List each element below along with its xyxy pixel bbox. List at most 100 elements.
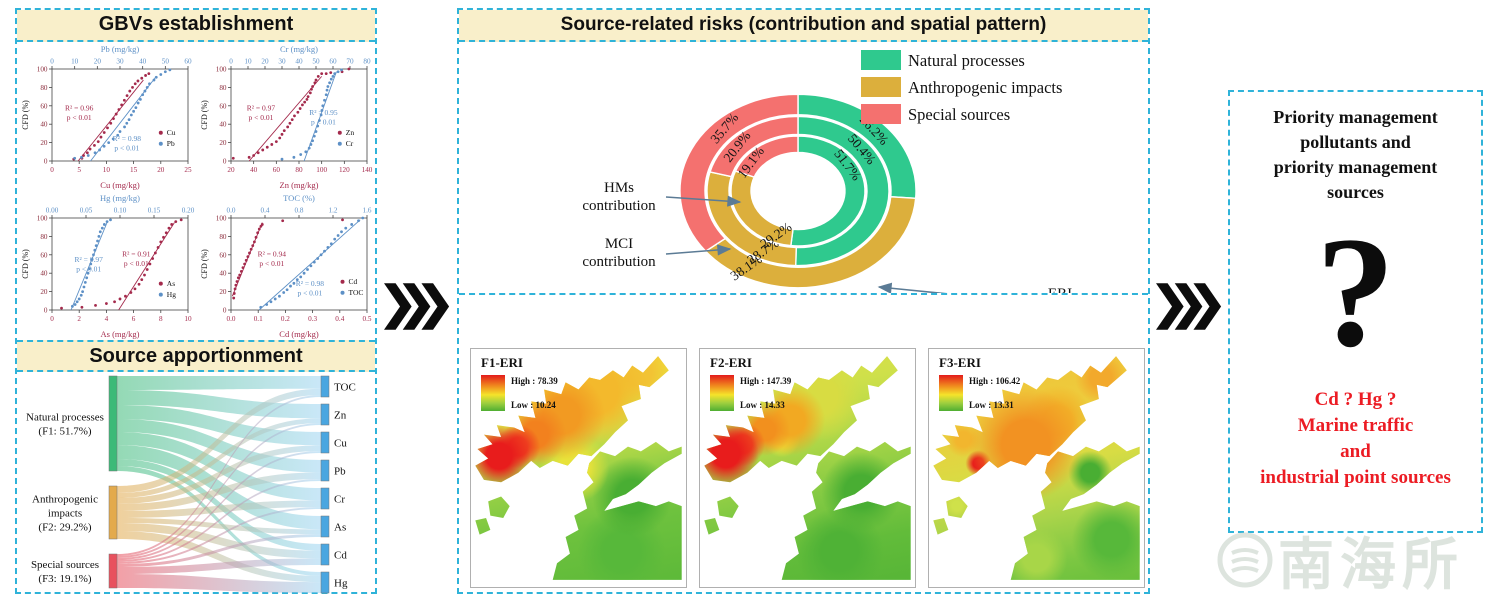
priority-answer-line: industrial point sources [1260, 467, 1451, 488]
panel-gbv-establishment: GBVs establishment 0 20 40 60 80 100 CFD (%) 0 5… [15, 8, 377, 594]
svg-text:100: 100 [36, 65, 47, 73]
svg-text:30: 30 [116, 57, 124, 65]
svg-text:0.20: 0.20 [181, 206, 194, 214]
svg-text:R² = 0.98: R² = 0.98 [112, 133, 141, 142]
svg-text:0: 0 [50, 315, 54, 323]
svg-text:Hg: Hg [334, 578, 348, 590]
svg-text:1.2: 1.2 [328, 206, 337, 214]
svg-text:10: 10 [244, 57, 252, 65]
svg-text:CFD (%): CFD (%) [200, 99, 209, 129]
svg-text:20: 20 [261, 57, 269, 65]
cfd-chart-cu-pb: 0 20 40 60 80 100 CFD (%) 0 5 10 15 20 25 Cu (mg/kg) 0… [21, 44, 192, 190]
svg-text:0: 0 [50, 57, 54, 65]
svg-text:Hg: Hg [166, 290, 175, 299]
svg-text:0: 0 [229, 57, 233, 65]
svg-text:0: 0 [50, 166, 54, 174]
color-ramp [710, 375, 734, 411]
svg-text:20: 20 [219, 139, 227, 147]
svg-text:2: 2 [77, 315, 81, 323]
svg-text:p < 0.01: p < 0.01 [123, 259, 148, 268]
svg-text:R² = 0.91: R² = 0.91 [122, 249, 151, 258]
svg-text:60: 60 [219, 102, 227, 110]
svg-text:80: 80 [40, 83, 48, 91]
svg-text:p < 0.01: p < 0.01 [297, 288, 322, 297]
svg-text:20: 20 [93, 57, 101, 65]
panel-header-source-risks: Source-related risks (contribution and s… [459, 10, 1148, 42]
svg-text:(F1: 51.7%): (F1: 51.7%) [38, 426, 92, 438]
svg-text:0.0: 0.0 [226, 206, 235, 214]
svg-text:Zn: Zn [345, 128, 354, 137]
svg-text:impacts: impacts [48, 508, 82, 520]
svg-text:R² = 0.95: R² = 0.95 [309, 108, 338, 117]
svg-text:p < 0.01: p < 0.01 [311, 117, 336, 126]
svg-text:CFD (%): CFD (%) [21, 99, 30, 129]
cfd-charts-grid: 0 20 40 60 80 100 CFD (%) 0 5 10 15 20 25 Cu (mg/kg) 0… [17, 42, 375, 340]
svg-text:0.4: 0.4 [260, 206, 269, 214]
svg-text:TOC: TOC [348, 288, 363, 297]
svg-text:70: 70 [346, 57, 354, 65]
svg-text:0: 0 [43, 157, 47, 165]
svg-text:p < 0.01: p < 0.01 [66, 112, 91, 121]
svg-text:(F2: 29.2%): (F2: 29.2%) [38, 522, 92, 534]
priority-answer-line: Cd ? Hg ? [1314, 389, 1397, 410]
svg-text:Special sources: Special sources [908, 105, 1010, 124]
svg-text:contribution: contribution [582, 254, 656, 270]
svg-text:CFD (%): CFD (%) [200, 248, 209, 278]
svg-text:10: 10 [71, 57, 79, 65]
svg-text:Cd: Cd [334, 550, 347, 562]
svg-text:Cd (mg/kg): Cd (mg/kg) [279, 329, 319, 339]
svg-text:Anthropogenic impacts: Anthropogenic impacts [908, 78, 1062, 97]
svg-text:25: 25 [184, 166, 192, 174]
priority-answer-line: Marine traffic [1297, 415, 1414, 436]
svg-text:Hg (mg/kg): Hg (mg/kg) [100, 193, 140, 203]
legend-low-value: Low : 13.31 [969, 400, 1014, 410]
svg-text:Cr (mg/kg): Cr (mg/kg) [279, 44, 317, 54]
svg-text:20: 20 [219, 288, 227, 296]
cfd-chart-as-hg: 0 20 40 60 80 100 CFD (%) 0 2 4 6 8 10 As (mg/kg) 0.00… [21, 193, 195, 339]
sankey-diagram: Natural processes (F1: 51.7%) Anthropogeni… [17, 372, 375, 594]
legend-low-value: Low : 10.24 [511, 400, 556, 410]
svg-text:40: 40 [250, 166, 258, 174]
svg-text:Pb: Pb [334, 466, 346, 478]
interpolated-risk-surface [471, 349, 686, 587]
svg-text:40: 40 [139, 57, 147, 65]
cfd-chart-cd-toc: 0 20 40 60 80 100 CFD (%) 0.0 0.1 0.2 0.3 0.4 0.5 Cd … [200, 193, 372, 339]
priority-answer-line: and [1340, 441, 1371, 462]
svg-text:100: 100 [316, 166, 327, 174]
svg-text:Cu: Cu [166, 128, 175, 137]
svg-text:Pb: Pb [166, 139, 174, 148]
svg-text:Pb (mg/kg): Pb (mg/kg) [100, 44, 139, 54]
svg-text:0: 0 [222, 157, 226, 165]
interpolated-risk-surface [929, 349, 1144, 587]
svg-text:30: 30 [278, 57, 286, 65]
map-color-ramp-legend: High : 106.42 Low : 13.31 [939, 375, 1049, 413]
svg-text:40: 40 [219, 269, 227, 277]
question-mark: ? [1316, 205, 1395, 380]
svg-text:Zn (mg/kg): Zn (mg/kg) [279, 180, 318, 190]
svg-text:80: 80 [40, 232, 48, 240]
panel-priority-management: Priority management pollutants and prior… [1228, 90, 1483, 533]
svg-text:20: 20 [227, 166, 235, 174]
svg-text:R² = 0.97: R² = 0.97 [74, 255, 103, 264]
svg-text:p < 0.01: p < 0.01 [76, 264, 101, 273]
svg-text:0.00: 0.00 [45, 206, 58, 214]
legend-high-value: High : 147.39 [740, 376, 792, 386]
svg-text:40: 40 [40, 120, 48, 128]
svg-text:80: 80 [219, 232, 227, 240]
svg-text:Cr: Cr [345, 139, 353, 148]
svg-text:40: 40 [219, 120, 227, 128]
svg-text:Zn: Zn [334, 410, 347, 422]
svg-text:6: 6 [131, 315, 135, 323]
svg-text:0.8: 0.8 [294, 206, 303, 214]
svg-text:p < 0.01: p < 0.01 [248, 112, 273, 121]
svg-text:8: 8 [159, 315, 163, 323]
source-apportionment-sankey: Natural processes (F1: 51.7%) Anthropogeni… [26, 375, 356, 594]
svg-text:ERI: ERI [1048, 286, 1072, 293]
color-ramp [481, 375, 505, 411]
svg-text:R² = 0.96: R² = 0.96 [65, 103, 94, 112]
svg-text:0.2: 0.2 [280, 315, 289, 323]
map-color-ramp-legend: High : 147.39 Low : 14.33 [710, 375, 820, 413]
svg-text:Natural processes: Natural processes [908, 51, 1025, 70]
panel-source-related-risks: Source-related risks (contribution and s… [457, 8, 1150, 594]
